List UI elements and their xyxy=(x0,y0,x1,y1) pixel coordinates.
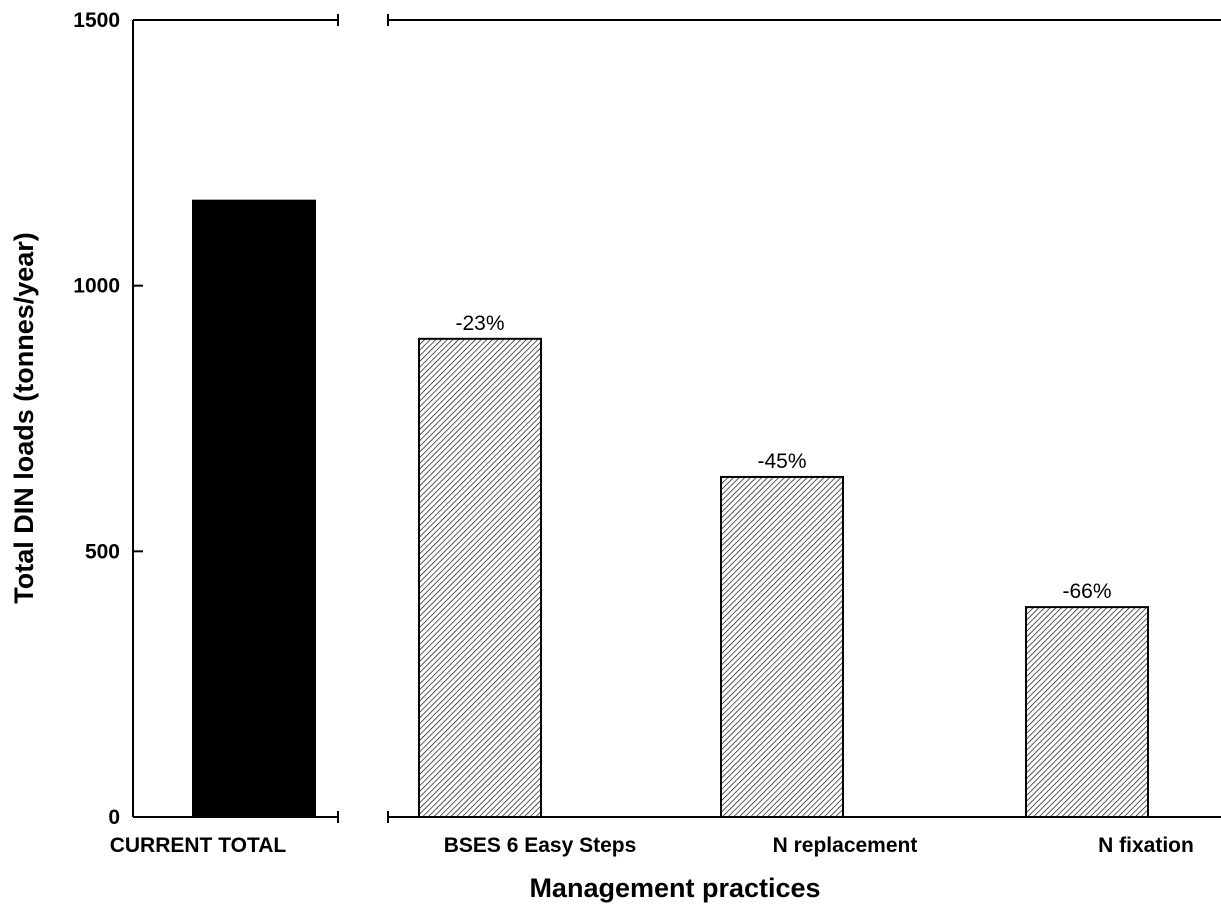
x-tick-label-4: N fixation xyxy=(1098,834,1194,857)
x-tick-labels: CURRENT TOTAL BSES 6 Easy Steps N replacem… xyxy=(110,834,1194,857)
x-tick-label-3: N replacement xyxy=(773,834,918,857)
y-tick-label-500: 500 xyxy=(85,540,120,563)
y-tick-label-1500: 1500 xyxy=(73,9,120,32)
data-label-3: -45% xyxy=(757,450,806,473)
bar-1 xyxy=(192,199,316,819)
x-axis-title: Management practices xyxy=(529,873,820,903)
x-tick-label-2: BSES 6 Easy Steps xyxy=(444,834,637,857)
bar-3 xyxy=(720,475,844,818)
y-ticks: 0 500 1000 1500 xyxy=(73,9,143,829)
y-tick-label-1000: 1000 xyxy=(73,275,120,298)
y-axis-title: Total DIN loads (tonnes/year) xyxy=(9,232,39,604)
bar-2 xyxy=(418,337,542,818)
data-label-4: -66% xyxy=(1062,580,1111,603)
bars: -23% -45% -66% xyxy=(192,199,1149,819)
bar-4 xyxy=(1025,606,1149,819)
x-tick-label-1: CURRENT TOTAL xyxy=(110,834,287,857)
y-tick-label-0: 0 xyxy=(108,806,120,829)
data-label-2: -23% xyxy=(455,312,504,335)
